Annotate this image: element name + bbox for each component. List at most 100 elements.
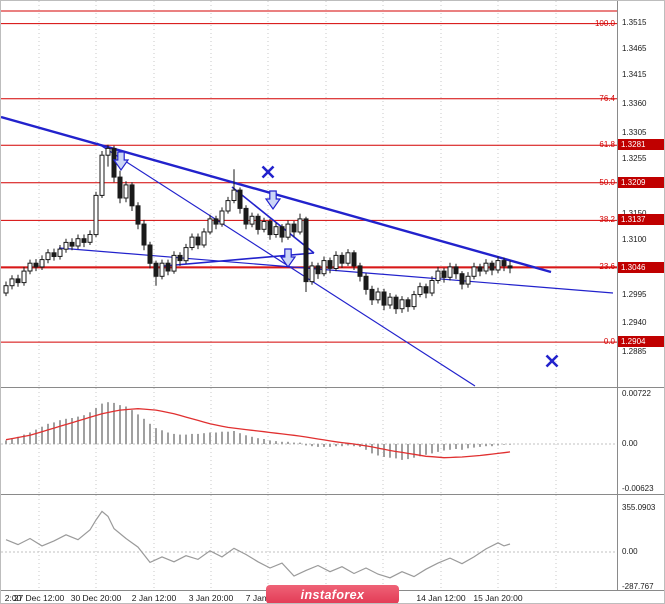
candle-body xyxy=(231,189,237,202)
candle-body xyxy=(387,296,393,306)
candle-body xyxy=(465,275,471,285)
candle-body xyxy=(459,273,465,285)
candle-body xyxy=(351,252,357,267)
pane-separator[interactable] xyxy=(1,387,664,388)
pane-separator[interactable] xyxy=(1,494,664,495)
candle-body xyxy=(147,244,153,264)
candle-body xyxy=(45,252,51,261)
candle-body xyxy=(69,241,75,247)
down-arrow-icon xyxy=(264,190,282,211)
price-scale-separator xyxy=(617,1,618,590)
oscillator-tick-label: 0.00 xyxy=(622,547,638,556)
candle-body xyxy=(177,254,183,262)
candle-body xyxy=(201,231,207,246)
candle-body xyxy=(357,265,363,277)
candle-body xyxy=(165,262,171,272)
candle-body xyxy=(123,184,129,199)
candle-body xyxy=(321,260,327,275)
price-tick-label: 1.3100 xyxy=(622,235,647,244)
price-badge: 1.3046 xyxy=(618,262,664,273)
candle-body xyxy=(135,205,141,225)
oscillator-indicator-pane[interactable] xyxy=(1,495,617,590)
candle-body xyxy=(381,291,387,306)
fib-label-50.0: 50.0 xyxy=(599,178,615,187)
candle-body xyxy=(225,200,231,212)
price-badge: 1.2904 xyxy=(618,336,664,347)
price-tick-label: 1.3360 xyxy=(622,99,647,108)
fib-label-38.2: 38.2 xyxy=(599,215,615,224)
candle-body xyxy=(393,296,399,310)
time-tick-label: 2 Jan 12:00 xyxy=(131,593,177,603)
candle-body xyxy=(3,285,9,294)
oscillator-tick-label: -287.767 xyxy=(622,582,654,591)
candle-body xyxy=(267,221,273,236)
price-tick-label: 1.3465 xyxy=(622,44,647,53)
macd-tick-label: 0.00722 xyxy=(622,389,651,398)
candle-body xyxy=(219,210,225,225)
instaforex-watermark: instaforex xyxy=(266,585,399,603)
x-mark-icon xyxy=(261,165,275,179)
trendline[interactable] xyxy=(231,186,315,254)
time-tick-label: 3 Jan 20:00 xyxy=(188,593,234,603)
candle-body xyxy=(159,262,165,277)
candle-body xyxy=(15,278,21,284)
candle-body xyxy=(327,260,333,269)
candle-body xyxy=(429,280,435,294)
candle-body xyxy=(87,234,93,243)
candle-body xyxy=(51,252,57,258)
candle-body xyxy=(249,215,255,225)
down-arrow-icon xyxy=(112,151,130,172)
candle-body xyxy=(405,299,411,308)
instaforex-watermark-label: instaforex xyxy=(300,587,365,602)
fib-label-23.6: 23.6 xyxy=(599,262,615,271)
candle-body xyxy=(447,266,453,278)
candle-body xyxy=(285,223,291,238)
candle-body xyxy=(423,286,429,294)
price-tick-label: 1.3255 xyxy=(622,154,647,163)
candle-body xyxy=(105,147,111,156)
candle-body xyxy=(297,218,303,233)
candle-body xyxy=(315,265,321,275)
down-arrow-icon xyxy=(279,248,297,269)
candle-body xyxy=(273,226,279,235)
candle-body xyxy=(501,260,507,267)
candle-body xyxy=(411,294,417,308)
candle-body xyxy=(207,218,213,233)
candle-body xyxy=(303,218,309,283)
candle-body xyxy=(507,265,513,269)
candle-body xyxy=(21,270,27,284)
fib-label-0.0: 0.0 xyxy=(603,337,615,346)
candle-body xyxy=(243,207,249,225)
macd-tick-label: -0.00623 xyxy=(622,484,654,493)
candle-body xyxy=(369,288,375,301)
candle-body xyxy=(171,254,177,272)
candle-body xyxy=(363,275,369,290)
candle-body xyxy=(339,254,345,264)
oscillator-tick-label: 355.0903 xyxy=(622,503,656,512)
candle-body xyxy=(483,262,489,272)
macd-tick-label: 0.00 xyxy=(622,439,638,448)
macd-indicator-pane[interactable] xyxy=(1,388,617,494)
candle-body xyxy=(195,236,201,246)
candle-body xyxy=(93,194,99,236)
candle-body xyxy=(57,248,63,257)
candle-body xyxy=(99,154,105,196)
candle-body xyxy=(345,252,351,264)
candle-body xyxy=(489,262,495,271)
candle-body xyxy=(471,266,477,277)
price-tick-label: 1.3150 xyxy=(622,209,646,219)
fib-label-100.0: 100.0 xyxy=(594,19,615,28)
oscillator-line xyxy=(5,510,511,579)
price-tick-label: 1.3515 xyxy=(622,18,647,27)
candle-body xyxy=(399,299,405,310)
candle-body xyxy=(75,238,81,247)
candle-body xyxy=(81,238,87,243)
candle-body xyxy=(261,221,267,230)
candle-body xyxy=(27,262,33,272)
candle-body xyxy=(375,291,381,301)
candle-body xyxy=(183,247,189,262)
candle-body xyxy=(255,215,261,230)
price-chart-pane[interactable] xyxy=(1,1,617,387)
candle-body xyxy=(441,270,447,278)
